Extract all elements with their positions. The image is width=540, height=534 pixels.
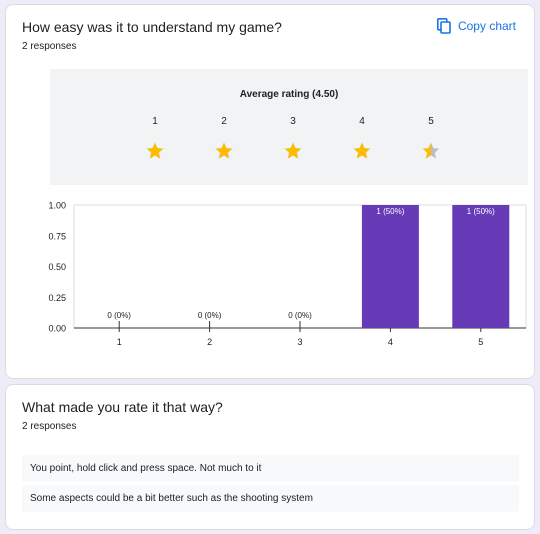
- x-tick-label: 5: [478, 337, 483, 347]
- x-tick-label: 4: [388, 337, 393, 347]
- rating-star-label: 4: [359, 116, 365, 127]
- rating-star-label: 5: [428, 116, 434, 127]
- rating-star-column: 3: [278, 116, 308, 161]
- y-tick-label: 0.25: [48, 293, 66, 303]
- question-title: How easy was it to understand my game?: [22, 19, 282, 35]
- x-tick-label: 2: [207, 337, 212, 347]
- response-item: Some aspects could be a bit better such …: [22, 485, 519, 512]
- star-icon: [353, 142, 371, 159]
- y-tick-label: 0.00: [48, 324, 66, 334]
- question-card-text: What made you rate it that way? 2 respon…: [5, 384, 535, 530]
- rating-star-column: 4: [347, 116, 377, 161]
- average-rating-panel: Average rating (4.50) 1 2 3 4 5: [50, 69, 528, 185]
- bar-data-label: 0 (0%): [107, 311, 131, 320]
- bar-data-label: 1 (50%): [376, 207, 404, 216]
- star-icon: [146, 142, 164, 159]
- bar-data-label: 0 (0%): [288, 311, 312, 320]
- y-tick-label: 0.50: [48, 262, 66, 272]
- rating-star-label: 1: [152, 116, 158, 127]
- rating-star-column: 1: [140, 116, 170, 161]
- star-icon: [284, 142, 302, 159]
- x-tick-label: 1: [117, 337, 122, 347]
- average-rating-label: Average rating (4.50): [239, 89, 339, 100]
- rating-star-column: 2: [209, 116, 239, 161]
- response-count: 2 responses: [22, 421, 77, 432]
- response-count: 2 responses: [22, 41, 77, 52]
- bar-chart-svg: 0.00 0.25 0.50 0.75 1.00 0 (0%) 1 0 (0%) 2 0 (0%)…: [48, 201, 527, 347]
- y-tick-label: 0.75: [48, 231, 66, 241]
- question-card-rating: How easy was it to understand my game? 2…: [5, 4, 535, 379]
- rating-star-column: 5: [416, 116, 446, 161]
- rating-star-label: 2: [221, 116, 227, 127]
- bar: [361, 205, 419, 328]
- copy-icon: [436, 18, 451, 34]
- copy-chart-button[interactable]: Copy chart: [436, 16, 516, 36]
- copy-chart-label: Copy chart: [457, 19, 516, 33]
- x-tick-label: 3: [297, 337, 302, 347]
- bar-data-label: 0 (0%): [198, 311, 222, 320]
- star-icon: [215, 142, 233, 159]
- rating-star-label: 3: [290, 116, 296, 127]
- star-icon: [422, 142, 440, 159]
- bar: [452, 205, 510, 328]
- y-tick-label: 1.00: [48, 201, 66, 211]
- question-title: What made you rate it that way?: [22, 399, 223, 415]
- rating-bar-chart: 0.00 0.25 0.50 0.75 1.00 0 (0%) 1 0 (0%) 2 0 (0%)…: [6, 195, 536, 355]
- bar-data-label: 1 (50%): [467, 207, 495, 216]
- response-item: You point, hold click and press space. N…: [22, 455, 519, 482]
